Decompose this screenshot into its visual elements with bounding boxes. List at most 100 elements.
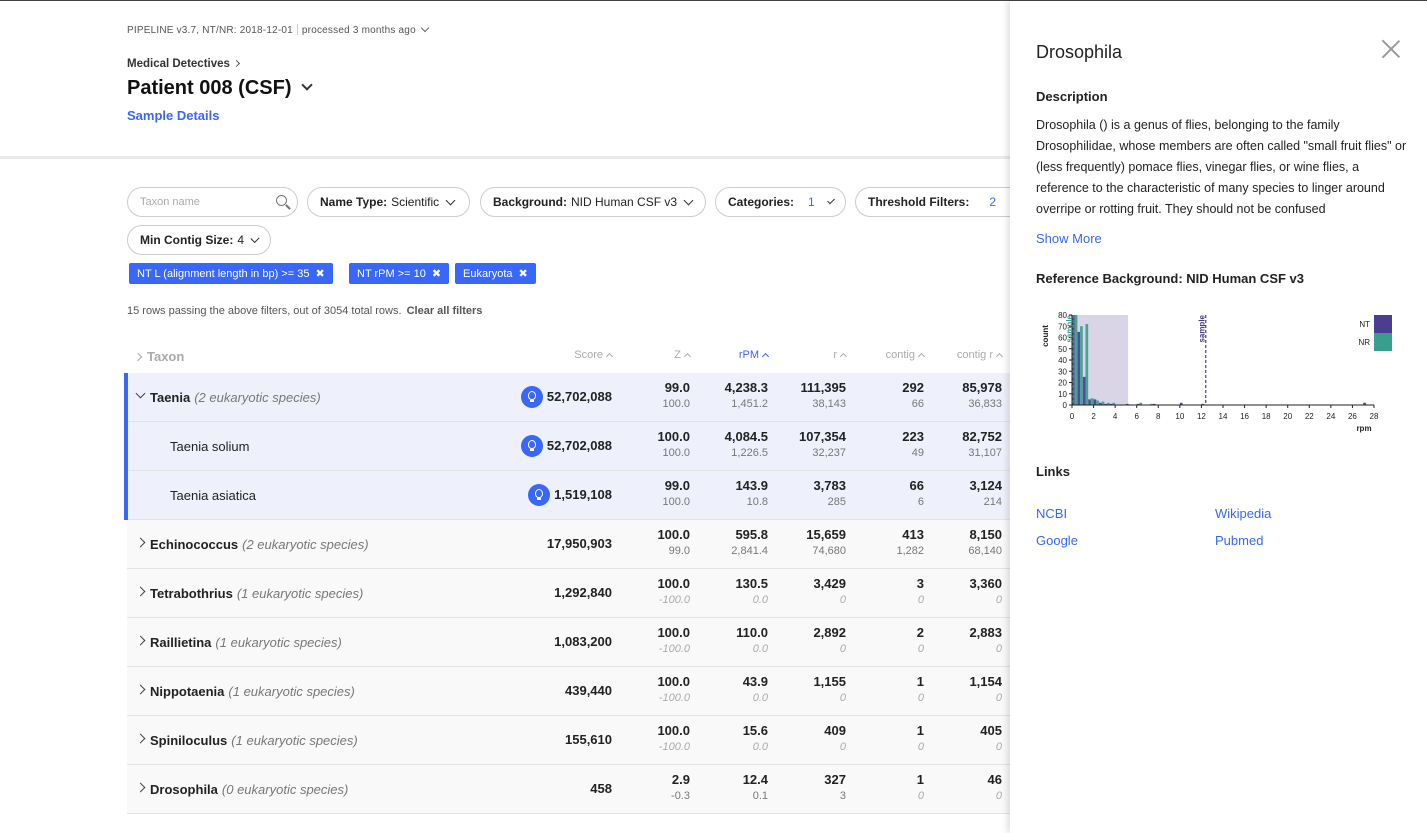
show-more-link[interactable]: Show More [1036, 231, 1102, 246]
rpm-nt-value: 110.0 [736, 625, 768, 640]
breadcrumb-project[interactable]: Medical Detectives [127, 58, 230, 70]
min-contig-size-dropdown[interactable]: Min Contig Size: 4 [127, 225, 271, 255]
contig-nt-value: 3 [916, 576, 924, 591]
taxon-name-label[interactable]: Spiniloculus [150, 733, 228, 748]
table-row[interactable]: Nippotaenia (1 eukaryotic species) 439,440… [127, 667, 1010, 716]
rpm-cell: 130.5 0.0 [735, 576, 768, 607]
pubmed-link[interactable]: Pubmed [1215, 533, 1264, 548]
taxon-name[interactable]: Tetrabothrius (1 eukaryotic species) [150, 586, 363, 601]
name-type-dropdown[interactable]: Name Type: Scientific [307, 187, 470, 217]
pipeline-info: PIPELINE v3.7, NT/NR: 2018-12-01 processe… [127, 23, 430, 36]
taxon-name-label[interactable]: Tetrabothrius [150, 586, 233, 601]
chevron-right-icon[interactable] [135, 586, 146, 597]
chevron-down-icon[interactable] [301, 79, 314, 91]
table-row[interactable]: Taenia (2 eukaryotic species) 52,702,088 99… [124, 373, 1010, 422]
taxon-search[interactable] [127, 187, 298, 217]
legend-swatch-nt [1374, 315, 1392, 333]
taxon-name-label[interactable]: Taenia solium [170, 439, 250, 454]
close-icon[interactable]: ✖ [518, 268, 528, 280]
search-input[interactable] [128, 188, 268, 216]
breadcrumb[interactable]: Medical Detectives [127, 58, 240, 70]
chevron-right-icon[interactable] [133, 352, 143, 362]
filter-tag-label: Eukaryota [463, 267, 513, 280]
taxon-name[interactable]: Raillietina (1 eukaryotic species) [150, 635, 342, 650]
table-row-species[interactable]: Taenia asiatica 1,519,108 99.0 100.0 143.9 10… [124, 471, 1010, 520]
column-header-rpm[interactable]: rPM [739, 349, 770, 361]
y-tick-label: 20 [1058, 379, 1067, 388]
score-cell: 1,083,200 [554, 632, 612, 652]
y-tick-label: 70 [1058, 322, 1067, 331]
rpm-nr-value: 2,841.4 [731, 545, 768, 557]
histogram-bar-nt [1152, 403, 1156, 405]
rpm-nt-value: 143.9 [735, 478, 768, 493]
chevron-right-icon[interactable] [135, 733, 146, 744]
sample-details-link[interactable]: Sample Details [127, 108, 220, 123]
y-tick-label: 50 [1058, 345, 1067, 354]
contig-cell: 223 49 [902, 429, 924, 460]
lightbulb-icon[interactable] [521, 386, 543, 408]
taxon-name-label[interactable]: Nippotaenia [150, 684, 225, 699]
processed-time[interactable]: processed 3 months ago [301, 25, 416, 36]
chevron-right-icon[interactable] [135, 782, 146, 793]
chevron-down-icon[interactable] [135, 388, 146, 399]
background-dropdown[interactable]: Background: NID Human CSF v3 [480, 187, 706, 217]
google-link[interactable]: Google [1036, 533, 1078, 548]
table-row[interactable]: Spiniloculus (1 eukaryotic species) 155,61… [127, 716, 1010, 765]
contig-r-nr-value: 0 [995, 741, 1002, 753]
sort-icon [839, 352, 848, 361]
rpm-nr-value: 0.0 [752, 643, 768, 655]
close-icon[interactable] [1381, 39, 1401, 59]
species-count: (2 eukaryotic species) [194, 390, 321, 405]
x-tick-label: 18 [1262, 412, 1271, 421]
lightbulb-icon[interactable] [521, 435, 543, 457]
page-title[interactable]: Patient 008 (CSF) [127, 77, 314, 100]
chevron-down-icon[interactable] [420, 23, 430, 33]
close-icon[interactable]: ✖ [431, 268, 442, 280]
z-nt-value: 100.0 [657, 674, 690, 689]
taxon-name[interactable]: Echinococcus (2 eukaryotic species) [150, 537, 369, 552]
taxon-name[interactable]: Nippotaenia (1 eukaryotic species) [150, 684, 355, 699]
histogram-bar-nt [1136, 403, 1140, 405]
column-header-contig-r[interactable]: contig r [957, 349, 1004, 361]
chevron-right-icon[interactable] [135, 684, 146, 695]
ncbi-link[interactable]: NCBI [1036, 506, 1068, 521]
chevron-right-icon[interactable] [135, 635, 146, 646]
close-icon[interactable]: ✖ [315, 268, 325, 280]
column-header-r[interactable]: r [833, 349, 848, 361]
column-header-z[interactable]: Z [674, 349, 692, 361]
wikipedia-link[interactable]: Wikipedia [1215, 506, 1272, 521]
column-header-taxon[interactable]: Taxon [133, 349, 184, 364]
r-cell: 1,155 0 [813, 674, 846, 705]
rpm-cell: 143.9 10.8 [735, 478, 768, 509]
score-cell: 155,610 [565, 730, 612, 750]
table-row[interactable]: Raillietina (1 eukaryotic species) 1,083,2… [127, 618, 1010, 667]
lightbulb-icon[interactable] [528, 484, 550, 506]
taxon-name-label[interactable]: Taenia [150, 390, 191, 405]
sample-name[interactable]: Patient 008 (CSF) [127, 77, 292, 99]
search-icon[interactable] [276, 195, 287, 206]
taxon-name-label[interactable]: Drosophila [150, 782, 218, 797]
taxon-name-label[interactable]: Taenia asiatica [170, 488, 256, 503]
taxon-name[interactable]: Taenia (2 eukaryotic species) [150, 390, 321, 405]
row-count-text: 15 rows passing the above filters, out o… [127, 305, 402, 317]
table-row[interactable]: Drosophila (0 eukaryotic species) 458 2.9 -0… [127, 765, 1010, 814]
table-row[interactable]: Tetrabothrius (1 eukaryotic species) 1,292… [127, 569, 1010, 618]
table-row-species[interactable]: Taenia solium 52,702,088 100.0 100.0 4,084.5… [124, 422, 1010, 471]
taxon-name[interactable]: Drosophila (0 eukaryotic species) [150, 782, 348, 797]
histogram-bar-nt [1082, 376, 1086, 405]
taxon-name[interactable]: Taenia asiatica [170, 488, 256, 503]
contig-r-cell: 82,752 31,107 [962, 429, 1002, 460]
dropdown-label: Threshold Filters: [868, 195, 970, 209]
table-row[interactable]: Echinococcus (2 eukaryotic species) 17,950… [127, 520, 1010, 569]
categories-dropdown[interactable]: Categories: 1 [715, 187, 846, 217]
r-cell: 409 0 [824, 723, 846, 754]
taxon-name[interactable]: Taenia solium [170, 439, 250, 454]
column-header-score[interactable]: Score [574, 349, 614, 361]
clear-filters-link[interactable]: Clear all filters [406, 305, 483, 317]
threshold-filters-dropdown[interactable]: Threshold Filters: 2 [855, 187, 1010, 217]
taxon-name[interactable]: Spiniloculus (1 eukaryotic species) [150, 733, 358, 748]
taxon-name-label[interactable]: Raillietina [150, 635, 212, 650]
column-header-contig[interactable]: contig [886, 349, 926, 361]
taxon-name-label[interactable]: Echinococcus [150, 537, 239, 552]
chevron-right-icon[interactable] [135, 537, 146, 548]
